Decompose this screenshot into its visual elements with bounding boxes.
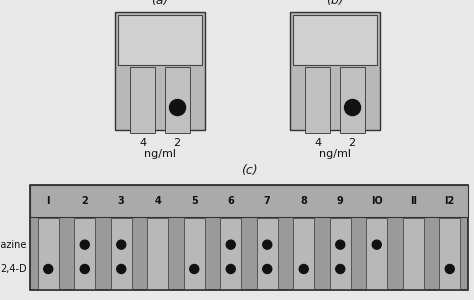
Bar xyxy=(110,218,132,289)
Bar xyxy=(118,15,202,64)
Bar xyxy=(403,218,424,289)
Bar xyxy=(256,218,278,289)
Bar xyxy=(305,67,329,133)
Circle shape xyxy=(117,265,126,274)
Circle shape xyxy=(299,265,308,274)
Circle shape xyxy=(445,265,454,274)
Text: I: I xyxy=(46,196,50,206)
Bar xyxy=(37,218,59,289)
Text: 3: 3 xyxy=(118,196,125,206)
Circle shape xyxy=(44,265,53,274)
Text: (a): (a) xyxy=(151,0,169,7)
Text: 7: 7 xyxy=(264,196,271,206)
Text: ng/ml: ng/ml xyxy=(319,149,351,159)
Circle shape xyxy=(170,100,185,116)
Text: (c): (c) xyxy=(241,164,257,177)
Circle shape xyxy=(190,265,199,274)
Bar xyxy=(293,15,377,64)
Text: IO: IO xyxy=(371,196,383,206)
Circle shape xyxy=(80,265,89,274)
Bar xyxy=(366,218,387,289)
Text: 4: 4 xyxy=(155,196,161,206)
Circle shape xyxy=(226,265,235,274)
Bar xyxy=(220,218,241,289)
Bar xyxy=(115,12,205,130)
Text: 8: 8 xyxy=(301,196,307,206)
Text: 2: 2 xyxy=(173,138,181,148)
Text: 2: 2 xyxy=(348,138,356,148)
Text: 6: 6 xyxy=(228,196,234,206)
Text: 9: 9 xyxy=(337,196,344,206)
Text: ng/ml: ng/ml xyxy=(144,149,176,159)
Text: 2: 2 xyxy=(82,196,88,206)
Text: 2,4-D: 2,4-D xyxy=(0,264,27,274)
Circle shape xyxy=(345,100,361,116)
Circle shape xyxy=(263,240,272,249)
Circle shape xyxy=(336,240,345,249)
Bar xyxy=(329,218,351,289)
Bar xyxy=(165,67,190,133)
Bar xyxy=(130,67,155,133)
Bar xyxy=(74,218,95,289)
Bar xyxy=(290,12,380,130)
Text: I2: I2 xyxy=(445,196,455,206)
Bar xyxy=(340,67,365,133)
Text: 5: 5 xyxy=(191,196,198,206)
Circle shape xyxy=(226,240,235,249)
Circle shape xyxy=(336,265,345,274)
Bar xyxy=(30,185,468,217)
Bar xyxy=(439,218,460,289)
Bar xyxy=(147,218,168,289)
Text: (b): (b) xyxy=(326,0,344,7)
Circle shape xyxy=(117,240,126,249)
Bar xyxy=(293,218,314,289)
Bar xyxy=(30,185,468,290)
Text: Simazine: Simazine xyxy=(0,240,27,250)
Text: 4: 4 xyxy=(139,138,146,148)
Text: 4: 4 xyxy=(314,138,321,148)
Text: II: II xyxy=(410,196,417,206)
Circle shape xyxy=(263,265,272,274)
Bar xyxy=(183,218,205,289)
Circle shape xyxy=(80,240,89,249)
Circle shape xyxy=(372,240,381,249)
